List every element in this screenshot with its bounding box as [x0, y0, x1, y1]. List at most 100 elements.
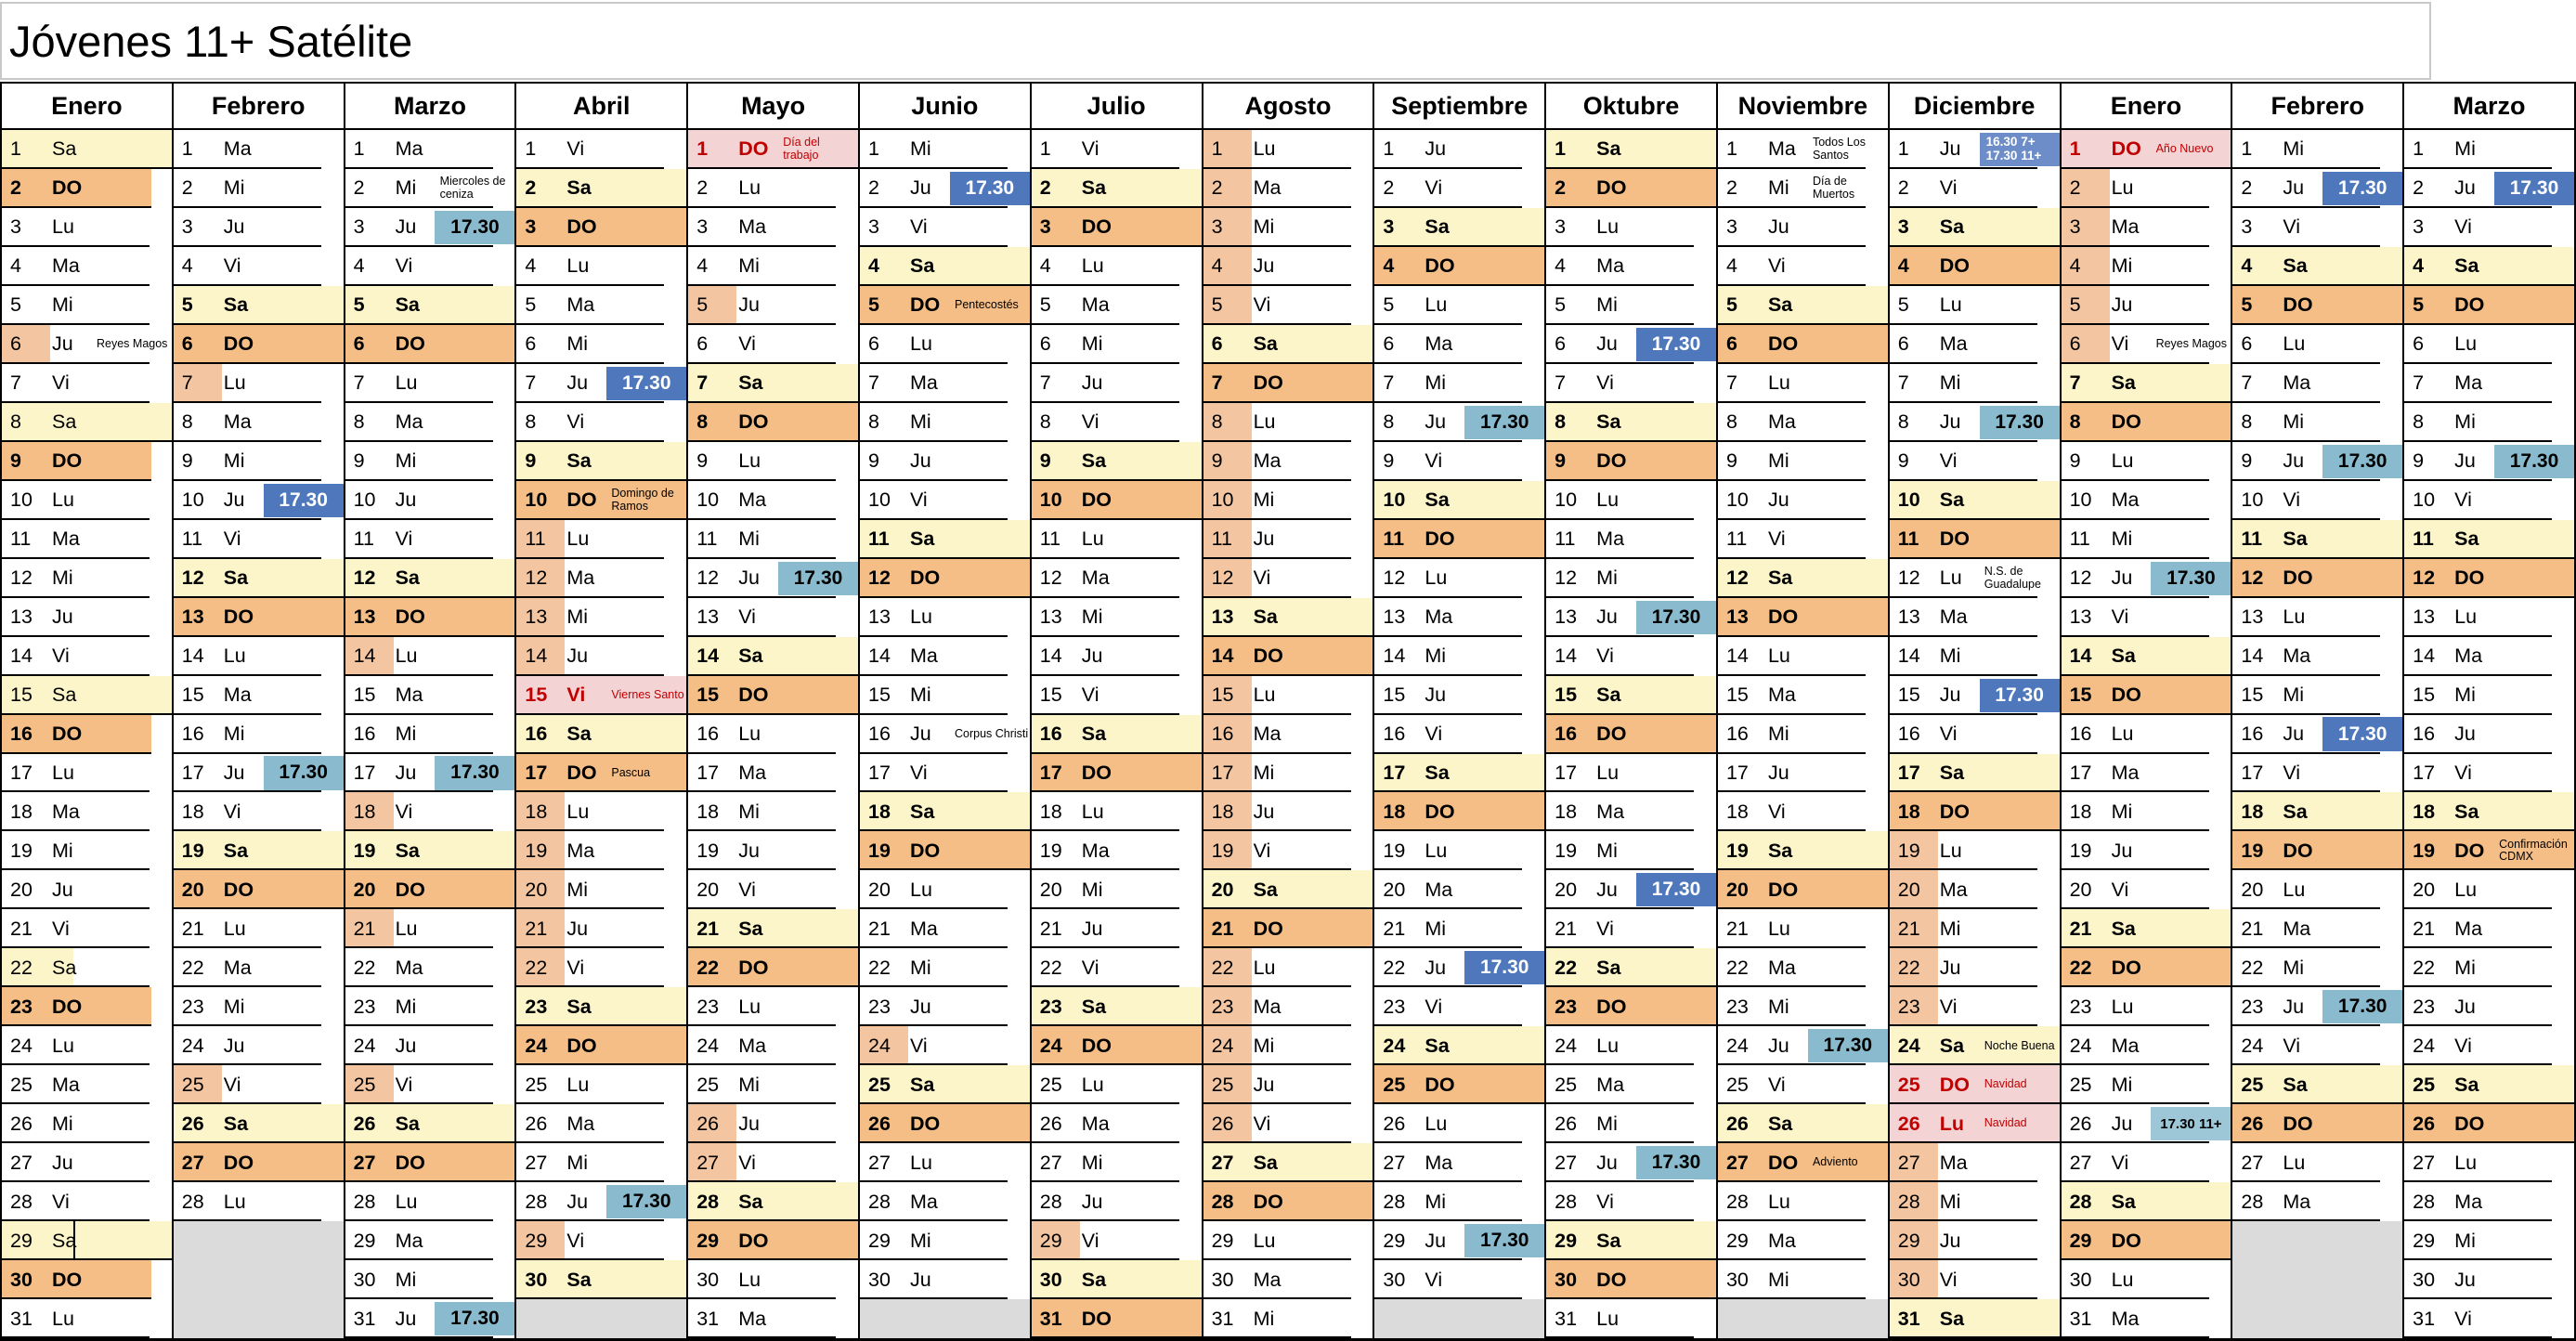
day-cell[interactable]: 12 Sa: [345, 558, 515, 598]
day-cell[interactable]: 14 Lu: [173, 636, 344, 676]
day-cell[interactable]: 6 Ju 17.30: [1546, 324, 1716, 364]
day-cell[interactable]: 27 Vi: [688, 1143, 858, 1183]
day-cell[interactable]: 20 Ju 17.30: [1546, 870, 1716, 910]
day-cell[interactable]: 1 Ju 16.30 7+ 17.30 11+: [1889, 130, 2060, 169]
day-cell[interactable]: 2 Lu: [688, 168, 858, 208]
day-cell[interactable]: 7 Lu: [345, 363, 515, 403]
day-cell[interactable]: 19 Vi: [1203, 831, 1373, 871]
day-cell[interactable]: 16 Mi: [173, 714, 344, 754]
day-cell[interactable]: 26 Ju: [688, 1104, 858, 1144]
day-cell[interactable]: 4 Lu: [516, 246, 687, 286]
day-cell[interactable]: 6 DO: [1717, 324, 1888, 364]
day-cell[interactable]: 1 Ma: [173, 130, 344, 169]
month-header[interactable]: Febrero: [2232, 84, 2403, 130]
day-cell[interactable]: 5 Mi: [1546, 285, 1716, 325]
day-cell[interactable]: 28 Lu: [1717, 1182, 1888, 1222]
day-cell[interactable]: 12 Sa: [173, 558, 344, 598]
day-cell[interactable]: 30 DO: [1546, 1260, 1716, 1300]
day-cell[interactable]: 21 Ju: [1031, 909, 1202, 949]
day-cell[interactable]: 20 Lu: [2404, 870, 2574, 910]
day-cell[interactable]: 14 Ju: [516, 636, 687, 676]
day-cell[interactable]: 21 Vi: [2, 909, 172, 949]
day-cell[interactable]: 25 Lu: [1031, 1065, 1202, 1105]
day-cell[interactable]: 19 DO Confirmación CDMX: [2404, 831, 2574, 871]
day-cell[interactable]: 10 Ju: [345, 480, 515, 520]
day-cell[interactable]: 6 Ma: [1889, 324, 2060, 364]
day-cell[interactable]: 14 Mi: [1889, 636, 2060, 676]
day-cell[interactable]: 28 Sa: [688, 1182, 858, 1222]
day-cell[interactable]: 1 Sa: [2, 130, 172, 169]
month-header[interactable]: Septiembre: [1374, 84, 1545, 130]
day-cell[interactable]: 23 Mi: [1717, 987, 1888, 1027]
day-cell[interactable]: 28 Mi: [1374, 1182, 1545, 1222]
day-cell[interactable]: 1 Sa: [1546, 130, 1716, 169]
day-cell[interactable]: 10 Ju 17.30: [173, 480, 344, 520]
day-cell[interactable]: 31 Lu: [1546, 1299, 1716, 1339]
day-cell[interactable]: 9 Mi: [345, 441, 515, 481]
day-cell[interactable]: 21 Mi: [1889, 909, 2060, 949]
day-cell[interactable]: 8 DO: [2061, 402, 2231, 442]
day-cell[interactable]: 11 Vi: [345, 519, 515, 559]
day-cell[interactable]: 10 DO: [1031, 480, 1202, 520]
day-cell[interactable]: 27 Lu: [2404, 1143, 2574, 1183]
day-cell[interactable]: 27 DO: [173, 1143, 344, 1183]
day-cell[interactable]: 26 DO: [2232, 1104, 2403, 1144]
day-cell[interactable]: 31 Ju 17.30: [345, 1299, 515, 1339]
day-cell[interactable]: 12 DO: [2232, 558, 2403, 598]
day-cell[interactable]: 24 Lu: [1546, 1026, 1716, 1066]
day-cell[interactable]: 14 Vi: [1546, 636, 1716, 676]
day-cell[interactable]: 20 DO: [1717, 870, 1888, 910]
day-cell[interactable]: 8 Mi: [2404, 402, 2574, 442]
day-cell[interactable]: 7 Sa: [2061, 363, 2231, 403]
day-cell[interactable]: 12 Lu: [1374, 558, 1545, 598]
day-cell[interactable]: 20 Ju: [2, 870, 172, 910]
day-cell[interactable]: 13 Ju: [2, 597, 172, 637]
day-cell[interactable]: 10 Ju: [1717, 480, 1888, 520]
day-cell[interactable]: 15 Lu: [1203, 675, 1373, 715]
day-cell[interactable]: 14 Mi: [1374, 636, 1545, 676]
day-cell[interactable]: 19 Mi: [1546, 831, 1716, 871]
day-cell[interactable]: 5 DO: [2404, 285, 2574, 325]
day-cell[interactable]: 2 Ju 17.30: [2232, 168, 2403, 208]
day-cell[interactable]: 17 Vi: [2232, 753, 2403, 793]
day-cell[interactable]: 8 Mi: [2232, 402, 2403, 442]
day-cell[interactable]: 12 Sa: [1717, 558, 1888, 598]
day-cell[interactable]: 11 Lu: [1031, 519, 1202, 559]
day-cell[interactable]: 10 Ma: [688, 480, 858, 520]
day-cell[interactable]: 29 DO: [688, 1221, 858, 1261]
day-cell[interactable]: 8 Lu: [1203, 402, 1373, 442]
day-cell[interactable]: 25 Sa: [2232, 1065, 2403, 1105]
month-header[interactable]: Agosto: [1203, 84, 1373, 130]
day-cell[interactable]: 13 Ma: [1374, 597, 1545, 637]
day-cell[interactable]: 4 Mi: [688, 246, 858, 286]
day-cell[interactable]: 19 Sa: [345, 831, 515, 871]
day-cell[interactable]: 6 Vi Reyes Magos: [2061, 324, 2231, 364]
day-cell[interactable]: 13 Lu: [2404, 597, 2574, 637]
day-cell[interactable]: 23 Lu: [2061, 987, 2231, 1027]
day-cell[interactable]: 20 Ma: [1374, 870, 1545, 910]
day-cell[interactable]: 24 Vi: [859, 1026, 1030, 1066]
day-cell[interactable]: 10 Lu: [1546, 480, 1716, 520]
day-cell[interactable]: 23 Ma: [1203, 987, 1373, 1027]
day-cell[interactable]: 14 Ma: [2232, 636, 2403, 676]
day-cell[interactable]: 11 Sa: [2404, 519, 2574, 559]
day-cell[interactable]: 30 Vi: [1374, 1260, 1545, 1300]
day-cell[interactable]: 12 DO: [2404, 558, 2574, 598]
day-cell[interactable]: 15 Sa: [2, 675, 172, 715]
day-cell[interactable]: 22 DO: [2061, 948, 2231, 988]
day-cell[interactable]: 6 Lu: [2404, 324, 2574, 364]
day-cell[interactable]: 26 Ma: [516, 1104, 687, 1144]
day-cell[interactable]: 31 Mi: [1203, 1299, 1373, 1339]
day-cell[interactable]: 15 Mi: [2404, 675, 2574, 715]
day-cell[interactable]: 4 DO: [1889, 246, 2060, 286]
day-cell[interactable]: 21 Ma: [2232, 909, 2403, 949]
day-cell[interactable]: 21 Lu: [173, 909, 344, 949]
day-cell[interactable]: 16 Mi: [345, 714, 515, 754]
day-cell[interactable]: 22 Sa: [2, 948, 172, 988]
day-cell[interactable]: 25 Mi: [688, 1065, 858, 1105]
day-cell[interactable]: 24 Lu: [2, 1026, 172, 1066]
day-cell[interactable]: 3 Lu: [1546, 207, 1716, 247]
month-header[interactable]: Noviembre: [1717, 84, 1888, 130]
day-cell[interactable]: 12 Lu N.S. de Guadalupe: [1889, 558, 2060, 598]
day-cell[interactable]: 31 DO: [1031, 1299, 1202, 1339]
